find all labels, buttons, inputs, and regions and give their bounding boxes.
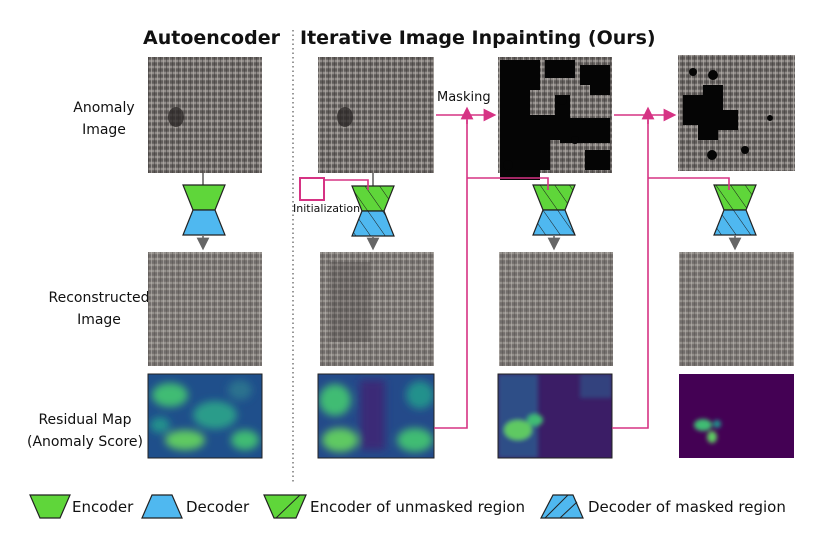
initialization-connector: [324, 179, 369, 190]
inpainting-module-1: [351, 185, 395, 237]
autoencoder-module: [182, 184, 226, 236]
recon-label-line2: Image: [77, 312, 121, 328]
reconstructed-image-label: Reconstructed Image: [24, 287, 174, 331]
reconstructed-image-ours-3: [679, 252, 794, 366]
anomaly-image-autoencoder: [148, 57, 262, 173]
legend-decoder-masked-label: Decoder of masked region: [588, 498, 786, 516]
masked-image-2: [678, 55, 795, 171]
encoder-trapezoid: [182, 184, 226, 211]
legend-encoder-icon: [29, 494, 71, 519]
autoencoder-title: Autoencoder: [143, 27, 280, 49]
reconstructed-image-ours-1: [320, 252, 434, 366]
legend-decoder-label: Decoder: [186, 498, 250, 516]
residual-map-label: Residual Map (Anomaly Score): [0, 409, 170, 453]
reconstructed-image-ours-2: [499, 252, 613, 366]
residual-map-autoencoder: [147, 373, 263, 459]
anomaly-image-label: Anomaly Image: [44, 97, 164, 141]
masking-label: Masking: [437, 90, 491, 105]
legend-encoder-label: Encoder: [72, 498, 134, 516]
residual-map-ours-2: [497, 373, 613, 459]
reconstructed-image-autoencoder: [148, 252, 262, 366]
residual-map-ours-3: [679, 374, 794, 458]
decoder-trapezoid: [182, 209, 226, 236]
legend-decoder-icon: [141, 494, 183, 519]
residual-map-ours-1: [317, 373, 435, 459]
masked-image-1: [498, 57, 612, 180]
initialization-box: [299, 177, 325, 201]
inpainting-module-2: [532, 184, 576, 236]
initialization-label: Initialization: [293, 202, 361, 215]
legend-decoder-masked-icon: [540, 494, 584, 519]
anomaly-label-line1: Anomaly: [73, 100, 135, 116]
anomaly-label-line2: Image: [82, 122, 126, 138]
legend-encoder-unmasked-label: Encoder of unmasked region: [310, 498, 526, 516]
inpainting-module-3: [713, 184, 757, 236]
legend-encoder-unmasked-icon: [263, 494, 307, 519]
feedback-path-1: [434, 106, 549, 429]
anomaly-image-ours: [318, 57, 434, 173]
recon-label-line1: Reconstructed: [48, 290, 150, 306]
ours-title: Iterative Image Inpainting (Ours): [300, 27, 656, 49]
residual-label-line2: (Anomaly Score): [27, 434, 143, 450]
feedback-path-2: [612, 106, 730, 429]
residual-label-line1: Residual Map: [38, 412, 132, 428]
